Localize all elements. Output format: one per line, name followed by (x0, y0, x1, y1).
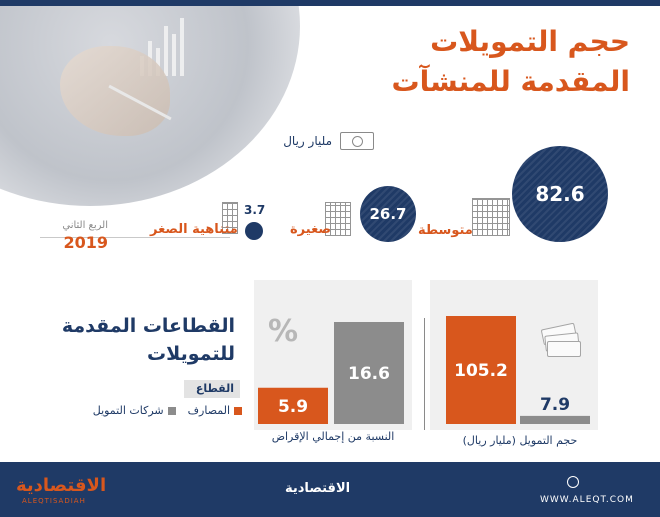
small-label: صغيرة (290, 222, 331, 237)
brand-center-logo: الاقتصادية (285, 481, 351, 496)
period-quarter: الربع الثاني (62, 220, 108, 231)
period: الربع الثاني 2019 (52, 220, 108, 252)
legend-swatch-finance-companies (167, 406, 176, 415)
legend-swatch-banks (234, 406, 242, 415)
volume-axis-label: حجم التمويل (مليار ريال) (462, 434, 578, 447)
brand-logo: الاقتصادية (16, 475, 107, 496)
bar-chart1-1 (334, 322, 404, 424)
cash-stack-icon (540, 322, 582, 357)
legend: شركات التمويل المصارف (62, 404, 242, 417)
bar-chart0-1 (520, 415, 590, 424)
globe-icon (567, 476, 579, 488)
infographic-title: حجم التمويلات المقدمة للمنشآت (370, 22, 630, 102)
bar-label-chart1-1: 16.6 (348, 364, 390, 384)
sectors-title-line-2: للتمويلات (147, 343, 235, 365)
unit-row: مليار ريال (283, 132, 374, 150)
legend-header: القطاع (184, 380, 240, 398)
website-link[interactable]: WWW.ALEQT.COM (540, 495, 634, 505)
legend-label-finance-companies: شركات التمويل (92, 404, 164, 417)
unit-label: مليار ريال (283, 134, 332, 148)
panel-divider (424, 318, 425, 430)
brand-logo-subtitle: ALEQTISADIAH (22, 497, 86, 505)
medium-value: 82.6 (535, 182, 585, 206)
share-axis-label: النسبة من إجمالي الإقراض (271, 430, 395, 443)
micro-value-circle (245, 222, 263, 240)
small-value-circle: 26.7 (360, 186, 416, 242)
medium-label: متوسطة (418, 223, 473, 238)
title-line-2: المقدمة للمنشآت (391, 65, 630, 98)
micro-value: 3.7 (244, 203, 266, 217)
sectors-title: القطاعات المقدمة للتمويلات (35, 312, 235, 368)
building-large-icon (472, 198, 510, 236)
legend-item-finance-companies: شركات التمويل (93, 404, 176, 417)
bar-chart0-0 (446, 316, 516, 424)
bar-chart1-0 (258, 387, 328, 424)
micro-label: متناهية الصغر (150, 222, 238, 237)
building-small-icon (222, 202, 238, 234)
legend-label-banks: المصارف (187, 404, 230, 417)
bar-label-chart0-1: 7.9 (540, 395, 570, 415)
legend-item-banks: المصارف (188, 404, 242, 417)
bar-label-chart0-0: 105.2 (454, 361, 508, 381)
period-year: 2019 (63, 233, 108, 252)
header-photo (0, 6, 300, 206)
sectors-title-line-1: القطاعات المقدمة (61, 315, 235, 337)
title-line-1: حجم التمويلات (430, 25, 630, 58)
small-value: 26.7 (369, 205, 407, 223)
building-medium-icon (325, 202, 351, 236)
medium-value-circle: 82.6 (512, 146, 608, 242)
period-divider (40, 237, 230, 238)
banknote-icon (340, 132, 374, 150)
top-band (0, 0, 660, 6)
percent-icon: % (268, 314, 299, 349)
footer-bar (0, 462, 660, 517)
bar-label-chart1-0: 5.9 (278, 397, 308, 417)
